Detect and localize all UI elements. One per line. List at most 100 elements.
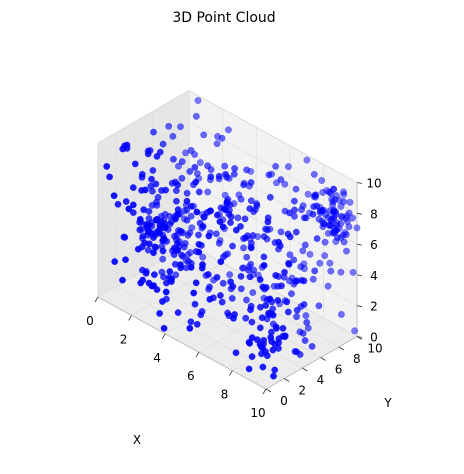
data-point: [340, 198, 347, 206]
data-point: [150, 271, 158, 278]
data-point: [200, 131, 208, 139]
data-point: [248, 334, 256, 341]
data-point: [122, 198, 130, 205]
data-point: [259, 363, 267, 371]
data-point: [231, 311, 238, 318]
data-point: [260, 233, 268, 240]
data-point: [129, 184, 137, 192]
data-point: [196, 159, 204, 167]
data-point: [205, 232, 213, 240]
grid-line: [188, 244, 358, 337]
data-point: [183, 206, 191, 214]
y-tick-label: 2: [298, 384, 306, 398]
x-tick-label: 2: [120, 332, 128, 346]
grid-line: [97, 90, 190, 144]
data-point: [326, 207, 334, 215]
data-point: [159, 237, 167, 245]
data-point: [193, 208, 201, 216]
y-tick-label: 10: [367, 342, 382, 356]
data-point: [122, 256, 129, 264]
data-point: [272, 271, 280, 279]
data-point: [249, 232, 257, 239]
data-point: [174, 206, 182, 214]
data-point: [129, 201, 137, 209]
data-point: [279, 324, 287, 332]
x-tick-label: 8: [221, 388, 229, 402]
data-point: [227, 278, 235, 286]
x-tick-mark: [229, 370, 233, 376]
data-point: [321, 252, 329, 260]
data-point: [278, 282, 285, 290]
data-point: [270, 372, 277, 380]
data-point: [247, 260, 255, 268]
data-point: [219, 223, 227, 231]
data-point: [244, 266, 252, 274]
data-point: [313, 235, 321, 243]
data-point: [178, 158, 186, 166]
data-point: [177, 123, 184, 131]
data-point: [264, 226, 271, 234]
data-point: [216, 292, 224, 299]
data-point: [342, 231, 350, 239]
data-point: [337, 212, 345, 220]
data-point: [148, 175, 155, 183]
data-point: [195, 240, 203, 248]
data-point: [206, 283, 213, 291]
data-point: [106, 173, 114, 181]
data-point: [172, 197, 180, 205]
data-point: [232, 226, 240, 234]
data-point: [315, 215, 323, 223]
data-point: [277, 228, 285, 236]
data-point: [327, 190, 335, 197]
data-point: [156, 229, 163, 237]
data-point: [285, 260, 293, 268]
data-point: [327, 267, 335, 275]
data-point: [119, 276, 126, 284]
z-tick-label: 4: [370, 269, 378, 283]
data-point: [159, 255, 167, 263]
y-tick-label: 0: [280, 394, 288, 408]
data-point: [190, 289, 198, 297]
y-tick-label: 4: [317, 373, 325, 387]
data-point: [320, 219, 328, 227]
data-point: [304, 190, 312, 198]
data-point: [353, 224, 361, 232]
data-point: [247, 306, 254, 314]
y-axis-line: [265, 336, 358, 390]
x-tick-mark: [262, 388, 267, 395]
data-point: [169, 132, 177, 140]
data-point: [213, 211, 221, 219]
data-point: [197, 311, 205, 319]
data-point: [281, 333, 289, 341]
data-point: [346, 198, 354, 206]
x-tick-mark: [128, 315, 132, 321]
data-point: [223, 200, 231, 208]
data-point: [239, 264, 246, 272]
data-point: [162, 288, 170, 296]
data-point: [281, 180, 289, 188]
data-point: [297, 263, 305, 271]
data-point: [340, 190, 348, 198]
data-point: [217, 258, 225, 266]
x-tick-label: 10: [250, 406, 265, 420]
data-point: [206, 295, 214, 303]
data-point: [269, 346, 277, 354]
data-point: [349, 268, 357, 276]
data-point: [281, 268, 288, 276]
data-point: [159, 140, 167, 148]
data-point: [243, 253, 251, 261]
data-point: [242, 314, 250, 322]
chart-title: 3D Point Cloud: [172, 10, 275, 26]
y-tick-mark: [302, 367, 308, 372]
y-tick-mark: [265, 388, 272, 393]
data-point: [213, 273, 221, 281]
data-point: [260, 261, 268, 269]
data-point: [241, 215, 249, 223]
data-point: [148, 282, 156, 290]
data-point: [215, 239, 223, 247]
z-tick-label: 10: [366, 177, 381, 191]
data-point: [299, 329, 307, 337]
data-point: [298, 206, 305, 214]
data-point: [207, 173, 215, 181]
data-point: [246, 273, 254, 281]
